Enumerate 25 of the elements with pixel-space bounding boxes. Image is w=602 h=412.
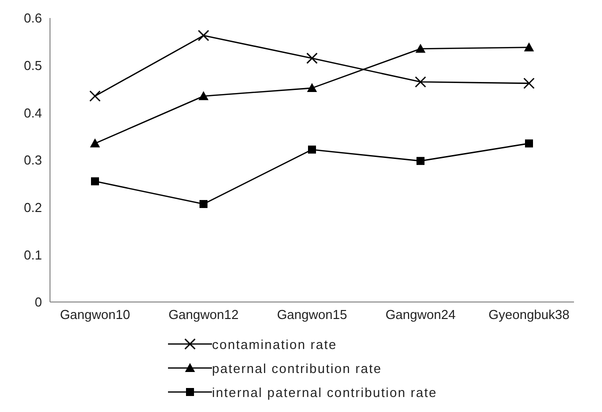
legend-label: paternal contribution rate [212, 360, 382, 376]
point [90, 138, 100, 148]
y-tick-label: 0 [34, 294, 42, 310]
x-tick-label: Gangwon24 [385, 307, 456, 322]
point [525, 139, 533, 148]
point [524, 42, 534, 52]
legend-label: internal paternal contribution rate [212, 384, 438, 400]
y-tick-label: 0.5 [24, 58, 42, 73]
x-tick-label: Gangwon10 [60, 307, 130, 322]
point [200, 200, 208, 208]
point [91, 177, 99, 186]
x-tick-label: Gangwon15 [276, 307, 348, 322]
x-tick-label: Gyeongbuk38 [488, 307, 570, 322]
y-tick-label: 0.3 [24, 152, 42, 168]
y-tick-label: 0.2 [24, 200, 42, 215]
point [416, 44, 426, 53]
point [416, 156, 424, 165]
legend-label: contamination rate [212, 336, 337, 352]
point [308, 146, 316, 154]
x-tick-label: Gangwon12 [168, 307, 239, 322]
y-tick-label: 0.6 [24, 10, 42, 26]
point [307, 83, 317, 92]
y-tick-label: 0.1 [24, 247, 42, 262]
y-tick-label: 0.4 [24, 105, 42, 120]
point [198, 91, 208, 100]
